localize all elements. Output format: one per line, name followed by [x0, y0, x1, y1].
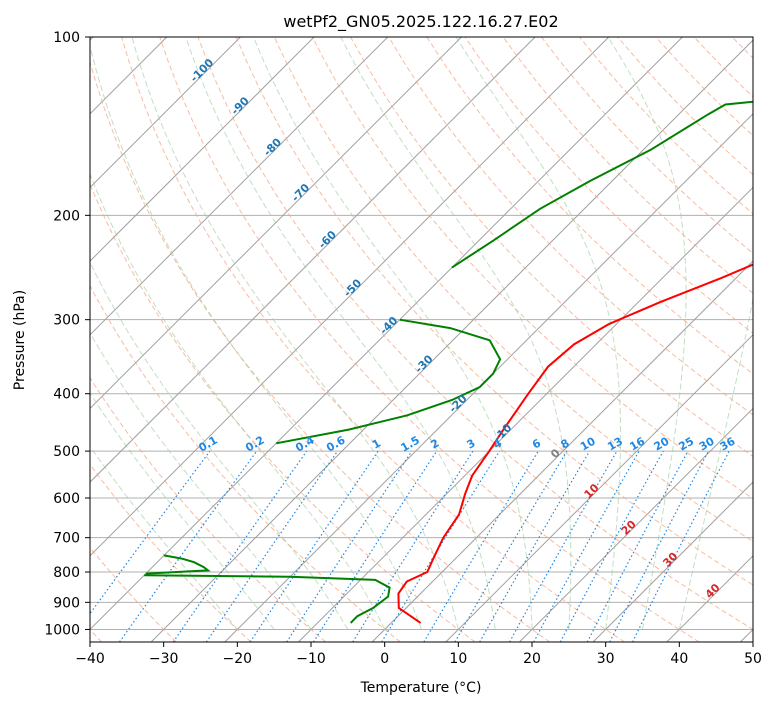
dry-adiabat-line	[235, 37, 753, 586]
mixing-ratio-line	[312, 450, 438, 642]
moist-adiabat-line	[90, 261, 349, 630]
isotherm-line	[519, 407, 753, 642]
y-tick-label: 700	[53, 531, 80, 547]
dry-adiabat-line	[90, 284, 401, 642]
moist-adiabat-line	[678, 296, 753, 630]
moist-adiabat-line	[253, 37, 533, 630]
x-tick-label: −10	[296, 651, 326, 667]
mixing-ratio-line	[172, 450, 308, 642]
isotherm-line	[592, 481, 753, 642]
mixing-ratio-line	[559, 450, 664, 642]
dry-adiabat-line	[502, 37, 753, 294]
dewpoint-profile-line	[145, 554, 211, 575]
mixing-ratio-line	[352, 450, 474, 642]
moist-adiabat-line	[340, 37, 572, 630]
dry-adiabat-line	[388, 37, 753, 416]
y-tick-label: 1000	[44, 622, 80, 638]
isotherm-line	[90, 37, 462, 410]
temperature-profile-line	[397, 263, 753, 624]
y-tick-label: 900	[53, 595, 80, 611]
x-tick-label: −20	[223, 651, 253, 667]
dry-adiabat-line	[197, 37, 753, 630]
isotherm-line	[150, 39, 753, 642]
mixing-ratio-line	[249, 450, 379, 642]
moist-adiabat-line	[455, 37, 622, 630]
moist-adiabat-line	[185, 37, 496, 630]
x-axis-title: Temperature (°C)	[360, 680, 482, 696]
y-tick-label: 400	[53, 387, 80, 403]
data-lines	[144, 100, 753, 624]
moist-adiabat-line	[607, 37, 687, 630]
y-tick-label: 600	[53, 491, 80, 507]
mixing-ratio-line	[90, 450, 211, 615]
isotherm-line	[90, 37, 683, 631]
dewpoint-profile-line	[144, 574, 391, 624]
background-lines	[90, 37, 753, 642]
chart-title: wetPf2_GN05.2025.122.16.27.E02	[283, 12, 558, 32]
isotherm-line	[90, 37, 536, 483]
y-tick-label: 500	[53, 444, 80, 460]
mixing-ratio-line	[119, 450, 258, 642]
x-tick-label: 0	[380, 651, 389, 667]
x-tick-label: −30	[149, 651, 179, 667]
dewpoint-profile-line	[276, 318, 502, 445]
mixing-ratio-line	[509, 450, 618, 642]
mixing-ratio-line	[381, 450, 501, 642]
isotherm-line	[90, 37, 610, 557]
dry-adiabat-line	[159, 37, 700, 642]
y-axis: 100 200 300 400 500 600 700 800 900 1000	[44, 30, 90, 638]
x-axis: −40 −30 −20 −10 0 10 20 30 40 50	[75, 642, 762, 667]
x-tick-label: 50	[744, 651, 762, 667]
x-tick-label: 30	[597, 651, 615, 667]
dry-adiabat-line	[90, 60, 551, 642]
isotherm-line	[224, 113, 753, 642]
dry-adiabat-line	[311, 37, 753, 500]
dry-adiabat-line	[90, 463, 252, 642]
isotherm-line	[90, 37, 389, 336]
y-tick-label: 100	[53, 30, 80, 46]
dry-adiabat-line	[90, 546, 177, 642]
x-tick-label: 40	[670, 651, 688, 667]
moist-adiabat-line	[90, 43, 422, 630]
moist-adiabat-line	[90, 172, 386, 630]
isotherm-line	[371, 260, 753, 642]
moist-adiabat-line	[90, 445, 238, 630]
mixing-ratio-line	[533, 450, 640, 642]
mixing-ratio-line	[205, 450, 338, 642]
dry-adiabat-line	[426, 37, 753, 375]
y-tick-label: 300	[53, 313, 80, 329]
x-tick-label: −40	[75, 651, 105, 667]
dewpoint-profile-line	[451, 100, 753, 269]
mixing-ratio-line	[632, 450, 730, 642]
y-tick-label: 200	[53, 208, 80, 224]
x-tick-label: 20	[523, 651, 541, 667]
plot-frame	[89, 36, 754, 643]
mixing-ratio-line	[286, 450, 413, 642]
x-tick-label: 10	[449, 651, 467, 667]
y-tick-label: 800	[53, 565, 80, 581]
y-axis-title: Pressure (hPa)	[12, 290, 28, 390]
dry-adiabat-line	[90, 376, 327, 642]
moist-adiabat-line	[90, 391, 275, 630]
isotherm-line	[90, 37, 241, 189]
isotherm-line	[90, 37, 315, 262]
isotherm-line	[445, 334, 753, 642]
dry-adiabat-line	[121, 37, 625, 642]
dry-adiabat-line	[90, 182, 476, 642]
